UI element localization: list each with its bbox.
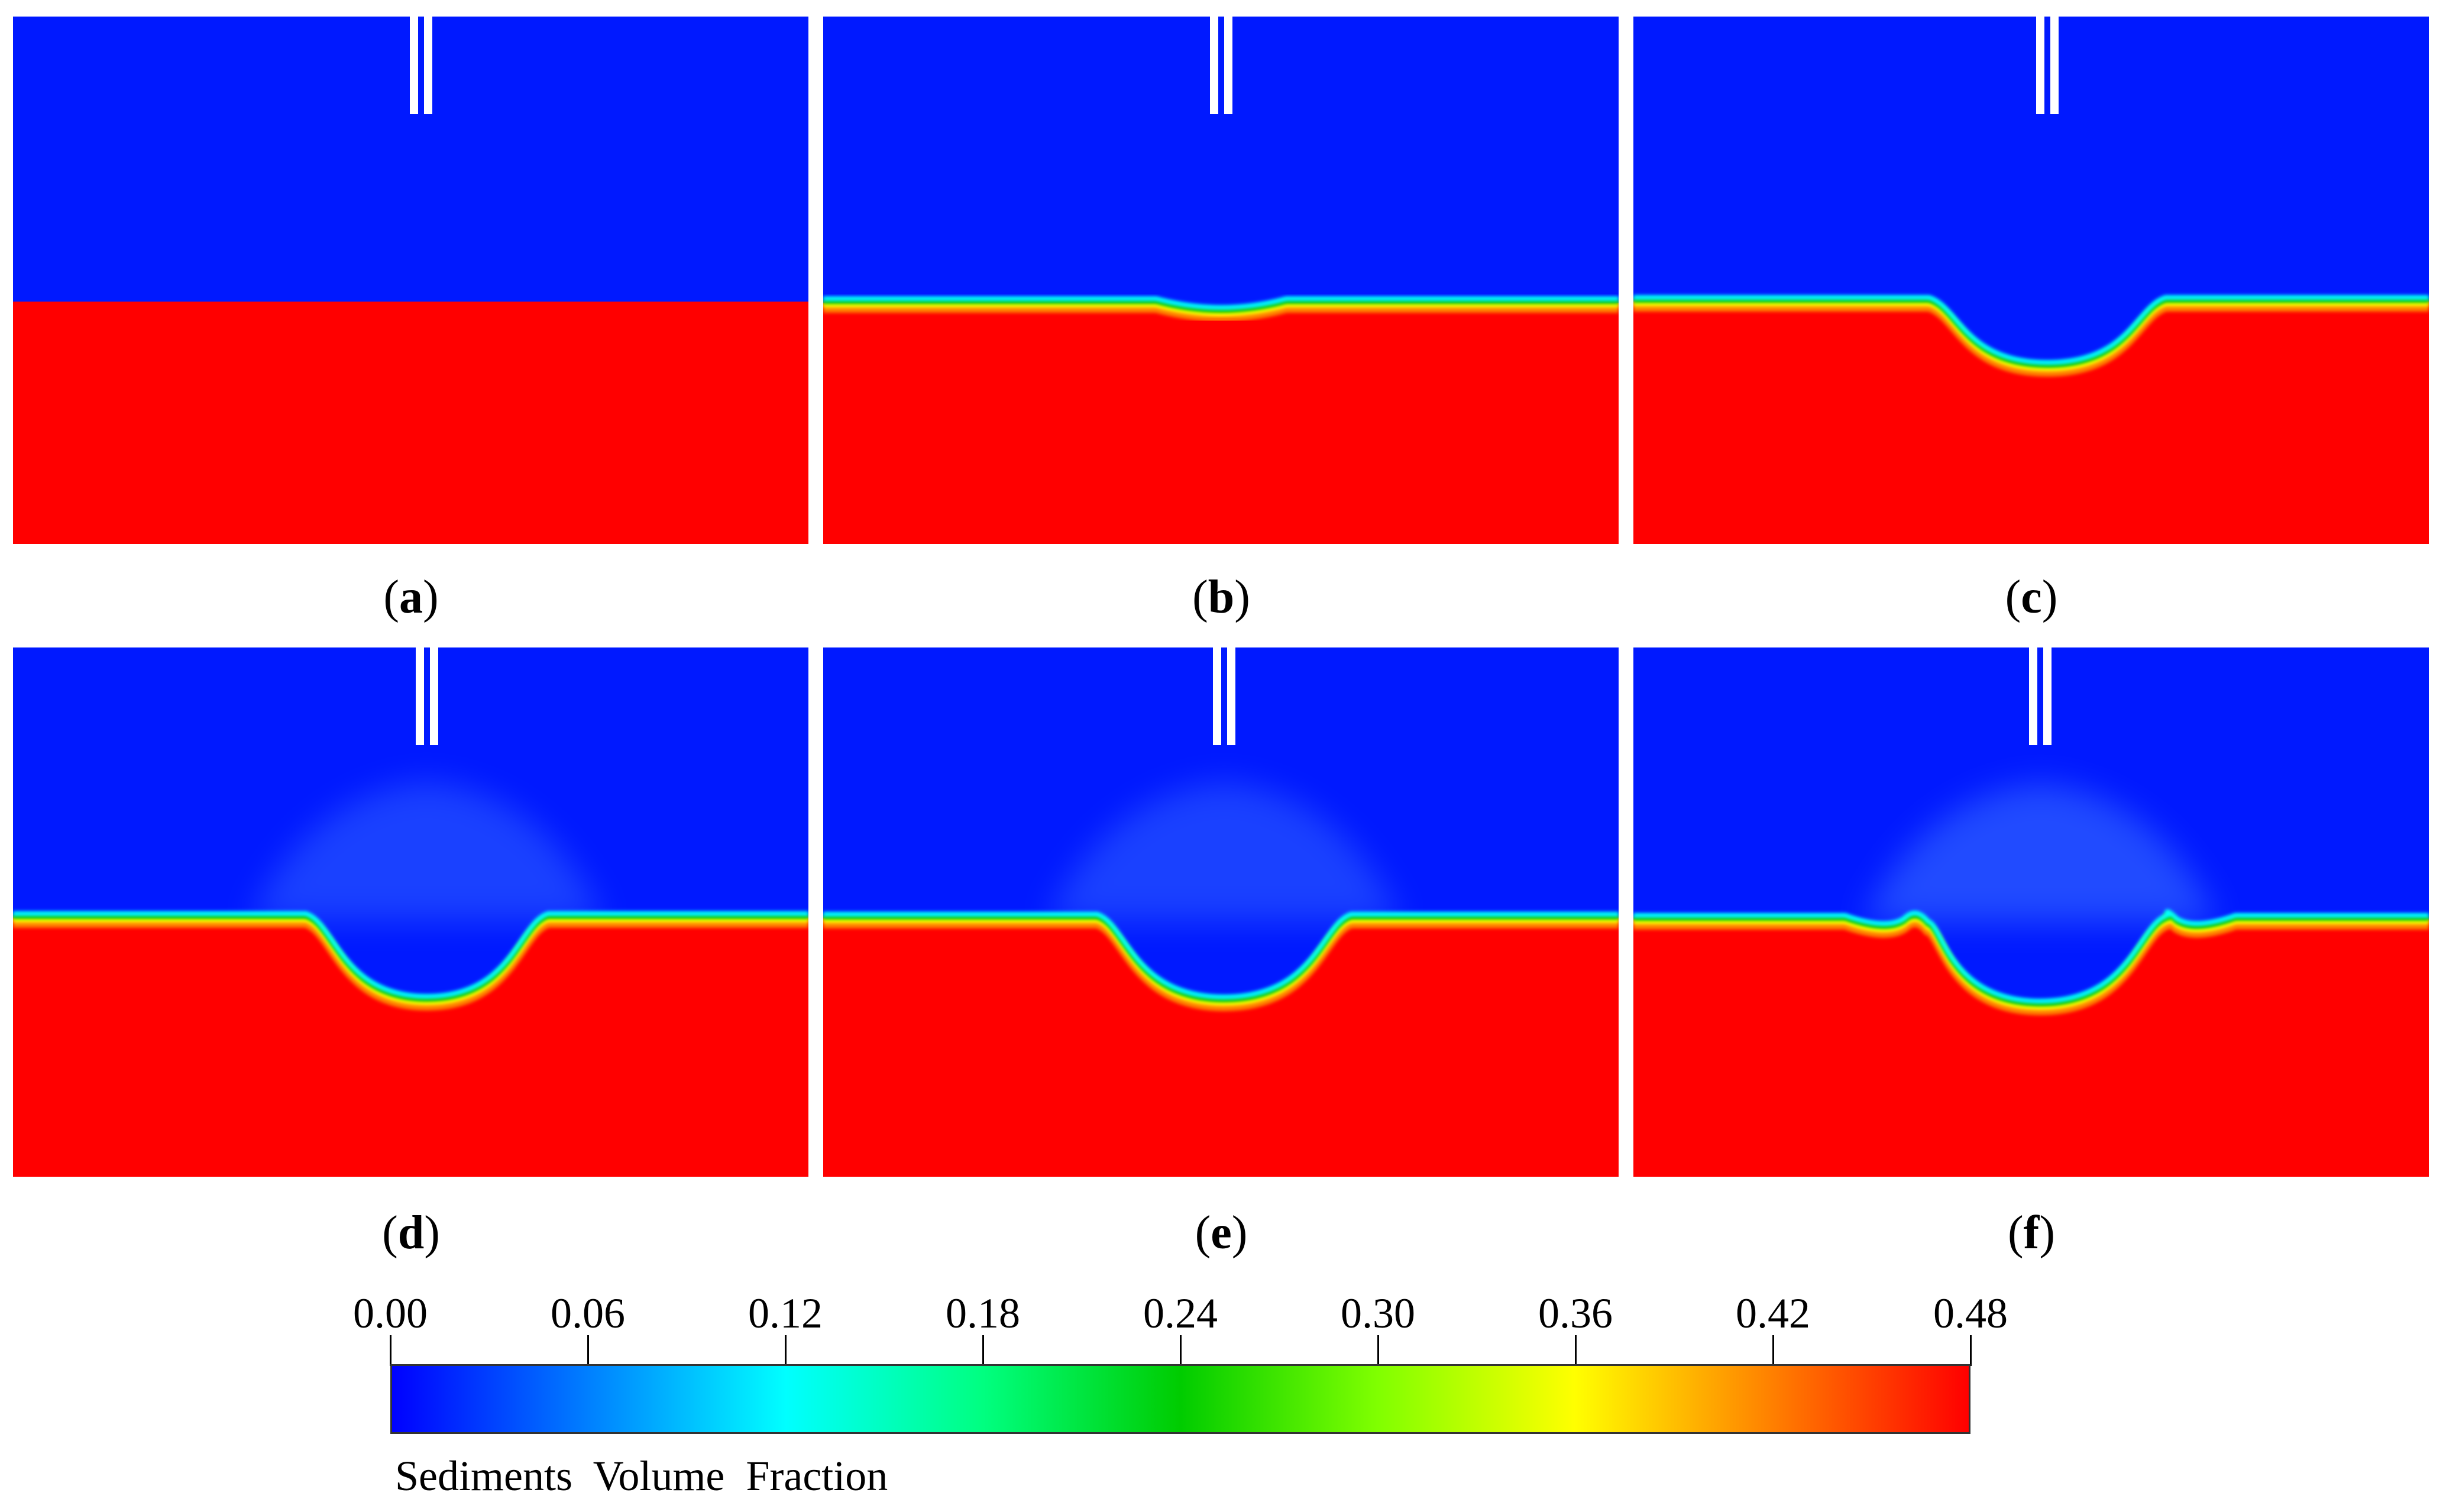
caption-c: (c)	[2005, 571, 2058, 623]
suspended-sediment-halo	[1863, 783, 2218, 922]
panel-f-field	[1633, 647, 2429, 1177]
panel-a-field	[13, 17, 808, 544]
caption-a: (a)	[383, 571, 439, 623]
panel-e	[823, 647, 1619, 1177]
colorbar-tick-label: 0.12	[748, 1290, 823, 1337]
pile-1	[416, 647, 424, 745]
panel-a	[13, 17, 808, 544]
colorbar-tick-mark	[1377, 1335, 1379, 1366]
sediment-bed	[1633, 915, 2429, 1177]
pile-2	[2050, 17, 2059, 114]
sediment-bed	[823, 918, 1619, 1177]
caption-e: (e)	[1195, 1207, 1248, 1259]
colorbar-tick-mark	[982, 1335, 984, 1366]
sediment-bed	[13, 302, 808, 544]
pile-1	[2036, 17, 2044, 114]
colorbar-tick-label: 0.18	[946, 1290, 1020, 1337]
interface-band-2	[1633, 912, 2429, 1007]
interface-band-1	[823, 302, 1619, 316]
colorbar-tick-mark	[1575, 1335, 1577, 1366]
colorbar-tick-mark	[587, 1335, 589, 1366]
pile-2	[430, 647, 438, 745]
colorbar-tick-label: 0.42	[1736, 1290, 1810, 1337]
sediment-bed	[1633, 302, 2429, 544]
suspended-sediment-halo	[1047, 782, 1402, 921]
interface-band-3	[13, 911, 808, 999]
panel-e-field	[823, 647, 1619, 1177]
pile-1	[1213, 647, 1221, 745]
panel-c-field	[1633, 17, 2429, 544]
colorbar-tick-mark	[1970, 1335, 1972, 1366]
colorbar-tick-mark	[390, 1335, 391, 1366]
colorbar-title: Sediments Volume Fraction	[395, 1452, 888, 1500]
colorbar-gradient	[390, 1364, 1970, 1434]
colorbar-tick-label: 0.06	[551, 1290, 625, 1337]
colorbar-tick-mark	[785, 1335, 787, 1366]
colorbar-tick-label: 0.48	[1933, 1290, 2008, 1337]
caption-b: (b)	[1192, 571, 1250, 623]
sediment-bed	[823, 303, 1619, 544]
colorbar-tick-mark	[1772, 1335, 1774, 1366]
panel-b-field	[823, 17, 1619, 544]
colorbar-tick-label: 0.24	[1143, 1290, 1218, 1337]
colorbar-tick-label: 0.36	[1538, 1290, 1613, 1337]
caption-d: (d)	[382, 1207, 440, 1259]
suspended-sediment-halo	[250, 782, 604, 921]
interface-band-3	[823, 296, 1619, 310]
panel-d-field	[13, 647, 808, 1177]
pile-2	[1224, 17, 1232, 114]
panel-d	[13, 647, 808, 1177]
interface-band-3	[823, 912, 1619, 1000]
pile-2	[424, 17, 432, 114]
pile-1	[2029, 647, 2037, 745]
interface-band-3	[1633, 909, 2429, 1004]
sediment-bed	[13, 918, 808, 1177]
interface-band-1	[1633, 914, 2429, 1011]
panel-f	[1633, 647, 2429, 1177]
pile-1	[1210, 17, 1218, 114]
colorbar-tick-label: 0.30	[1341, 1290, 1415, 1337]
panel-b	[823, 17, 1619, 544]
interface-band-3	[1633, 295, 2429, 365]
caption-f: (f)	[2008, 1207, 2055, 1259]
pile-1	[410, 17, 418, 114]
interface-band-2	[823, 299, 1619, 313]
panel-c	[1633, 17, 2429, 544]
pile-2	[2043, 647, 2052, 745]
colorbar-tick-mark	[1180, 1335, 1182, 1366]
pile-2	[1227, 647, 1235, 745]
colorbar-tick-label: 0.00	[353, 1290, 428, 1337]
